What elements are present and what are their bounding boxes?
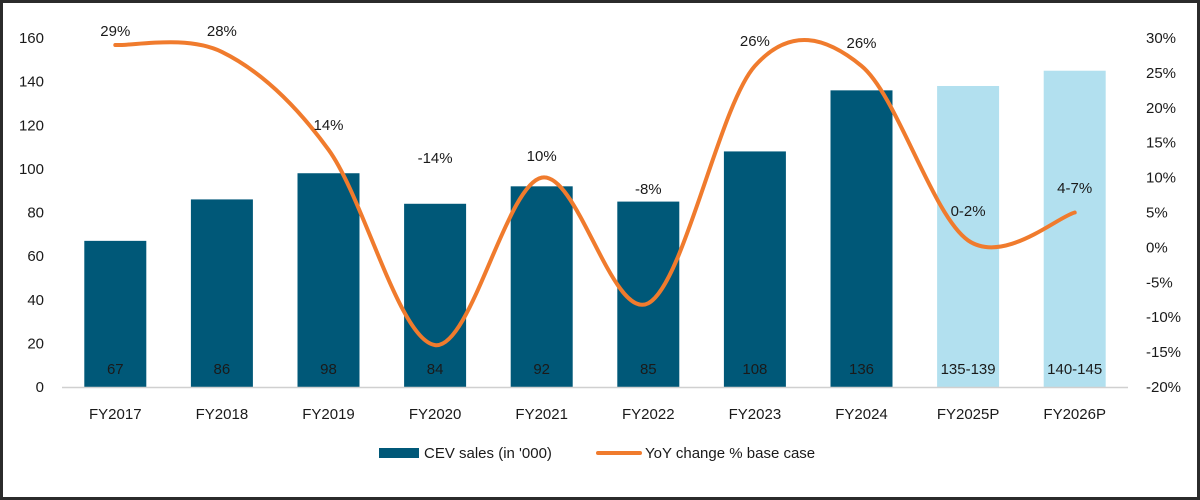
line-data-label: 10% (527, 148, 557, 165)
bar (404, 203, 467, 387)
y-left-tick-label: 140 (19, 74, 44, 91)
y-left-tick-label: 20 (27, 335, 44, 352)
y-right-tick-label: -20% (1146, 379, 1181, 396)
bar-data-label: 108 (742, 361, 767, 378)
x-tick-label: FY2020 (409, 406, 462, 423)
x-tick-label: FY2021 (515, 406, 568, 423)
x-tick-label: FY2022 (622, 406, 675, 423)
x-tick-label: FY2023 (729, 406, 782, 423)
x-tick-label: FY2019 (302, 406, 355, 423)
y-left-tick-label: 0 (36, 379, 44, 396)
bar (297, 173, 360, 387)
y-left-tick-label: 80 (27, 205, 44, 222)
y-right-tick-label: -15% (1146, 344, 1181, 361)
bar-data-label: 135-139 (941, 361, 996, 378)
line-data-label: 14% (313, 117, 343, 134)
bar (84, 240, 147, 387)
line-data-label: -8% (635, 181, 662, 198)
bar (510, 186, 573, 387)
bar-data-label: 84 (427, 361, 444, 378)
bar (190, 199, 253, 387)
bar (1043, 70, 1106, 387)
bar (723, 151, 786, 387)
y-right-tick-label: 5% (1146, 205, 1168, 222)
y-right-tick-label: 20% (1146, 100, 1176, 117)
y-right-tick-label: 25% (1146, 65, 1176, 82)
y-left-tick-label: 120 (19, 117, 44, 134)
x-tick-label: FY2026P (1043, 406, 1106, 423)
y-left-tick-label: 60 (27, 248, 44, 265)
bar-data-label: 136 (849, 361, 874, 378)
y-right-tick-label: 30% (1146, 30, 1176, 47)
line-data-label: 26% (846, 35, 876, 52)
line-data-label: 4-7% (1057, 180, 1092, 197)
bar (937, 85, 1000, 388)
x-tick-label: FY2024 (835, 406, 888, 423)
bar-data-label: 67 (107, 361, 124, 378)
y-right-tick-label: 10% (1146, 170, 1176, 187)
legend-line-label: YoY change % base case (645, 445, 815, 462)
bar-data-label: 86 (214, 361, 231, 378)
y-right-tick-label: 15% (1146, 135, 1176, 152)
legend-bar-swatch (379, 448, 419, 458)
y-right-tick-label: -5% (1146, 274, 1173, 291)
x-tick-label: FY2017 (89, 406, 142, 423)
y-right-tick-label: -10% (1146, 309, 1181, 326)
line-data-label: 28% (207, 23, 237, 40)
bar-data-label: 98 (320, 361, 337, 378)
bar (830, 90, 893, 387)
bar-data-label: 85 (640, 361, 657, 378)
y-left-tick-label: 160 (19, 30, 44, 47)
x-tick-label: FY2018 (196, 406, 249, 423)
line-data-label: 26% (740, 33, 770, 50)
legend-bar-label: CEV sales (in '000) (424, 445, 552, 462)
line-data-label: 0-2% (951, 203, 986, 220)
bar-data-label: 92 (533, 361, 550, 378)
x-tick-label: FY2025P (937, 406, 1000, 423)
line-data-label: 29% (100, 23, 130, 40)
y-left-tick-label: 40 (27, 292, 44, 309)
yoy-line (113, 38, 1077, 348)
bar (617, 201, 680, 387)
bar-data-label: 140-145 (1047, 361, 1102, 378)
line-data-label: -14% (418, 150, 453, 167)
y-left-tick-label: 100 (19, 161, 44, 178)
y-right-tick-label: 0% (1146, 239, 1168, 256)
